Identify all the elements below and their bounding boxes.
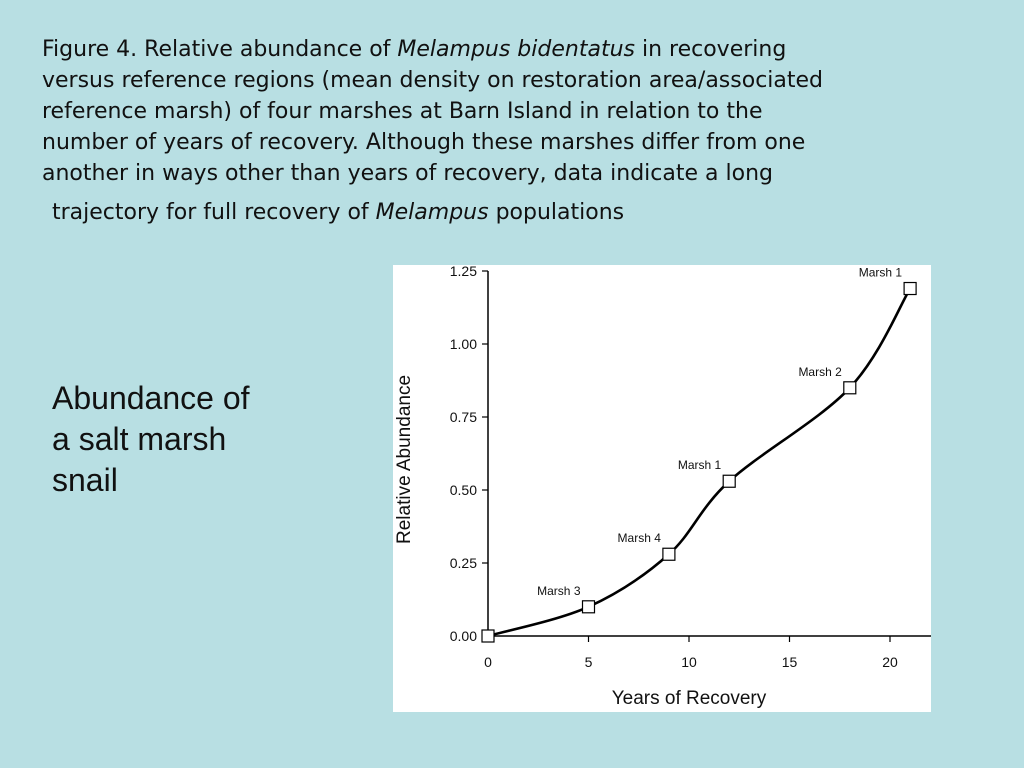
data-label: Marsh 3 xyxy=(537,584,581,598)
figure-caption: Figure 4. Relative abundance of Melampus… xyxy=(42,34,992,228)
side-label-line-3: snail xyxy=(52,462,118,498)
side-label-line-2: a salt marsh xyxy=(52,421,227,457)
abundance-chart: 0.00 0.25 0.50 0.75 1.00 1.25 0 5 10 15 20 Marsh 3… xyxy=(394,265,931,709)
x-tick-label: 15 xyxy=(782,654,798,670)
genus-name: Melampus xyxy=(375,200,489,225)
data-label: Marsh 1 xyxy=(859,266,903,280)
caption-line-3: reference marsh) of four marshes at Barn… xyxy=(42,99,763,124)
y-tick-label: 0.00 xyxy=(450,628,477,644)
y-axis-title: Relative Abundance xyxy=(394,375,415,544)
caption-line-4: number of years of recovery. Although th… xyxy=(42,130,806,155)
x-axis-title: Years of Recovery xyxy=(612,688,767,709)
caption-line-6-end: populations xyxy=(488,200,625,225)
caption-line-1-end: in recovering xyxy=(634,37,787,62)
data-point xyxy=(662,547,676,561)
y-tick-label: 1.25 xyxy=(450,265,477,279)
x-tick-label: 20 xyxy=(882,654,898,670)
caption-line-5: another in ways other than years of reco… xyxy=(42,161,773,186)
slide-side-label: Abundance of a salt marsh snail xyxy=(52,378,312,501)
x-tick-label: 10 xyxy=(681,654,697,670)
data-markers xyxy=(481,281,917,643)
y-tick-label: 0.75 xyxy=(450,409,477,425)
y-tick-label: 1.00 xyxy=(450,336,477,352)
data-point xyxy=(581,600,596,614)
species-name: Melampus bidentatus xyxy=(397,37,635,62)
caption-line-6: trajectory for full recovery of Melampus… xyxy=(42,197,992,228)
data-point xyxy=(481,629,495,643)
x-tick-label: 5 xyxy=(585,654,593,670)
x-tick-label: 0 xyxy=(484,654,492,670)
side-label-line-1: Abundance of xyxy=(52,380,250,416)
data-label: Marsh 2 xyxy=(798,365,842,379)
point-labels: Marsh 3 Marsh 4 Marsh 1 Marsh 2 Marsh 1 xyxy=(537,266,902,598)
data-label: Marsh 4 xyxy=(618,531,662,545)
chart-axes xyxy=(487,271,931,637)
y-tick-label: 0.50 xyxy=(450,482,477,498)
abundance-curve xyxy=(487,287,912,638)
data-point xyxy=(843,381,857,395)
y-tick-label: 0.25 xyxy=(450,555,477,571)
caption-line-1: Figure 4. Relative abundance of Melampus… xyxy=(42,34,992,65)
caption-line-1-start: Figure 4. Relative abundance of xyxy=(42,37,398,62)
chart-panel: 0.00 0.25 0.50 0.75 1.00 1.25 0 5 10 15 20 Marsh 3… xyxy=(393,265,931,712)
data-point xyxy=(903,281,917,296)
data-label: Marsh 1 xyxy=(678,458,722,472)
caption-line-2: versus reference regions (mean density o… xyxy=(42,68,824,93)
data-point xyxy=(722,474,736,488)
caption-line-6-start: trajectory for full recovery of xyxy=(52,200,376,225)
chart-ticks: 0.00 0.25 0.50 0.75 1.00 1.25 0 5 10 15 20 xyxy=(450,265,898,670)
